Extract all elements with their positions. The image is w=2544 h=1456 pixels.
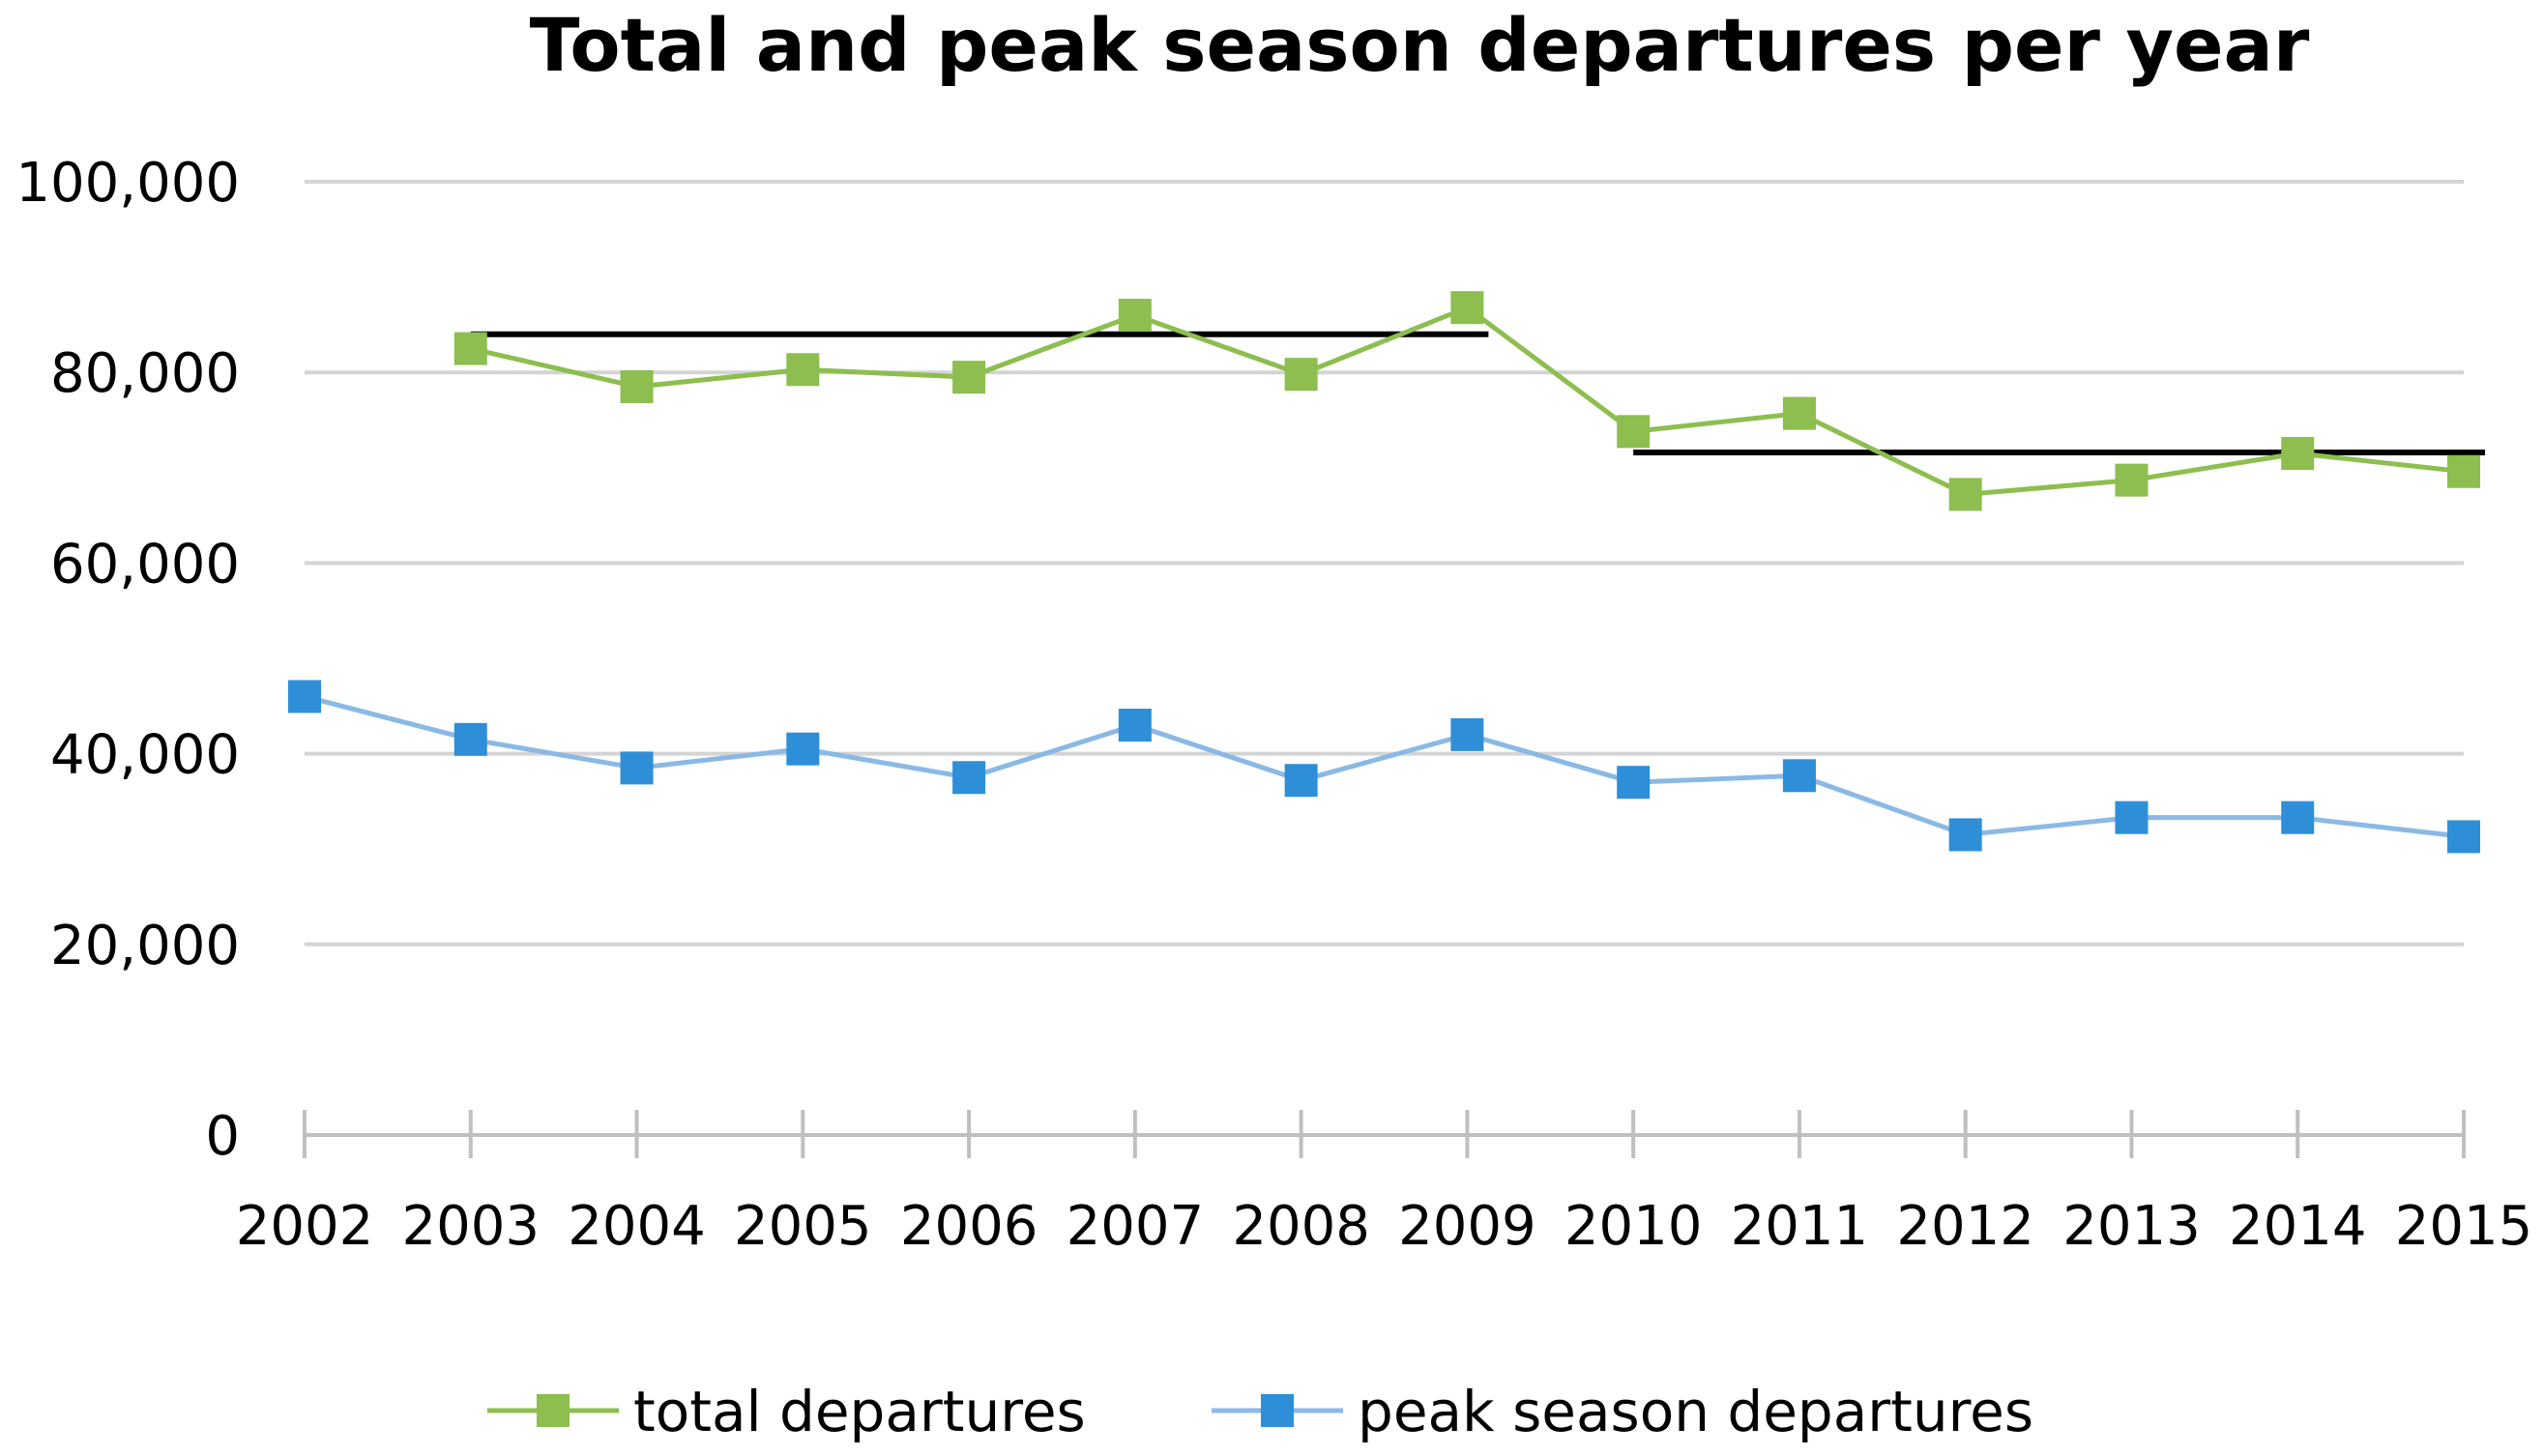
data-point — [453, 722, 487, 756]
data-point — [1284, 764, 1318, 798]
legend-item: total departures — [487, 1379, 1086, 1444]
x-tick-label: 2013 — [2062, 1195, 2201, 1258]
data-point — [1617, 415, 1651, 449]
reference-lines — [470, 331, 2485, 456]
series-line — [304, 694, 2465, 839]
data-point — [2447, 454, 2480, 488]
data-point — [620, 369, 654, 403]
x-tick-label: 2004 — [568, 1195, 706, 1258]
legend: total departures peak season departures — [487, 1379, 2033, 1444]
data-point — [952, 761, 986, 795]
x-tick-label: 2003 — [402, 1195, 541, 1258]
x-tick-label: 2007 — [1067, 1195, 1205, 1258]
x-tick-label: 2006 — [900, 1195, 1038, 1258]
series-total-departures — [453, 291, 2480, 511]
data-point — [1948, 478, 1982, 511]
data-point — [1450, 717, 1484, 751]
y-tick-label: 60,000 — [50, 533, 240, 596]
data-point — [952, 361, 986, 394]
x-tick-label: 2010 — [1564, 1195, 1703, 1258]
y-tick-label: 40,000 — [50, 724, 240, 787]
data-point — [786, 353, 820, 387]
x-tick-label: 2015 — [2395, 1195, 2533, 1258]
y-tick-label: 80,000 — [50, 342, 240, 405]
data-point — [1617, 766, 1651, 800]
x-tick-label: 2009 — [1398, 1195, 1536, 1258]
y-axis: 0 20,000 40,000 60,000 80,000 100,000 — [15, 152, 240, 1168]
legend-label: total departures — [633, 1379, 1086, 1444]
legend-item: peak season departures — [1212, 1379, 2033, 1444]
chart-title: Total and peak season departures per yea… — [530, 2, 2310, 88]
legend-swatch-marker — [537, 1394, 570, 1427]
data-point — [1118, 709, 1152, 743]
data-point — [1948, 818, 1982, 852]
x-tick-label: 2005 — [734, 1195, 872, 1258]
series-group — [288, 291, 2480, 854]
data-point — [2447, 820, 2480, 854]
x-axis: 2002 2003 2004 2005 2006 2007 2008 2009 2010 2011… — [236, 1110, 2533, 1258]
data-point — [1284, 358, 1318, 392]
gridlines — [305, 180, 2464, 946]
y-tick-label: 20,000 — [50, 915, 240, 977]
data-point — [786, 732, 820, 766]
data-point — [1782, 759, 1816, 793]
x-tick-label: 2011 — [1731, 1195, 1869, 1258]
data-point — [1450, 291, 1484, 325]
data-point — [2281, 801, 2315, 834]
data-point — [453, 332, 487, 365]
data-point — [2115, 463, 2149, 497]
data-point — [2115, 801, 2149, 834]
data-point — [1782, 396, 1816, 430]
x-tick-label: 2012 — [1896, 1195, 2034, 1258]
legend-label: peak season departures — [1358, 1379, 2033, 1444]
data-point — [288, 680, 321, 713]
y-tick-label: 0 — [205, 1105, 240, 1168]
series-peak-season-departures — [288, 680, 2480, 854]
legend-swatch-marker — [1261, 1394, 1294, 1427]
data-point — [1118, 299, 1152, 333]
data-point — [2281, 437, 2315, 471]
data-point — [620, 751, 654, 785]
y-tick-label: 100,000 — [15, 152, 240, 215]
x-tick-label: 2014 — [2229, 1195, 2367, 1258]
x-tick-label: 2002 — [236, 1195, 374, 1258]
x-tick-label: 2008 — [1232, 1195, 1370, 1258]
